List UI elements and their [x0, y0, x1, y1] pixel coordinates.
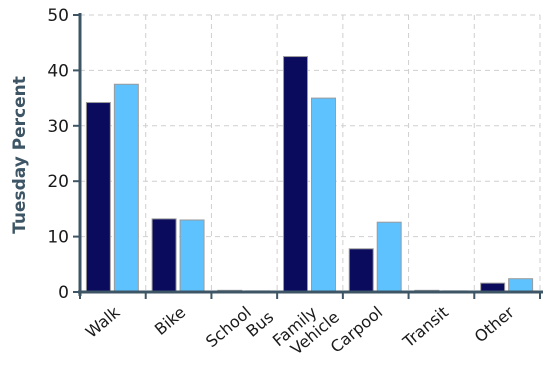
y-tick-label: 40: [47, 61, 69, 81]
x-tick-label: Transit: [398, 303, 452, 352]
x-tick-label: Bike: [151, 303, 189, 339]
bar-series1-walk: [85, 102, 111, 293]
y-tick-label: 20: [47, 172, 69, 192]
x-tick-label-line: Other: [471, 302, 518, 346]
x-tick-label-line: Transit: [398, 303, 452, 352]
x-tick-label: Walk: [82, 302, 124, 342]
bar-series2-other: [508, 278, 534, 293]
x-tick-label: FamilyVehicle: [269, 294, 343, 364]
y-tick-label: 0: [58, 283, 69, 303]
x-tick-label: Other: [471, 302, 518, 346]
bar-series1-bike: [151, 218, 177, 293]
x-tick-label-line: Bike: [151, 303, 189, 339]
x-tick-label-line: Walk: [82, 302, 124, 342]
x-tick-label: SchoolBus: [202, 294, 277, 365]
bar-series1-carpool: [348, 248, 374, 293]
bar-series2-family-vehicle: [311, 97, 336, 293]
x-tick-label: Carpool: [327, 303, 387, 357]
bar-series2-bike: [179, 219, 205, 293]
y-axis-label: Tuesday Percent: [10, 76, 30, 234]
bar-series1-family-vehicle: [283, 56, 308, 293]
y-tick-label: 30: [47, 117, 69, 137]
y-tick-label: 50: [47, 6, 69, 26]
bar-series2-walk: [113, 83, 139, 293]
y-tick-label: 10: [47, 228, 69, 248]
bar-series2-carpool: [376, 221, 402, 293]
x-tick-label-line: Carpool: [327, 303, 387, 357]
